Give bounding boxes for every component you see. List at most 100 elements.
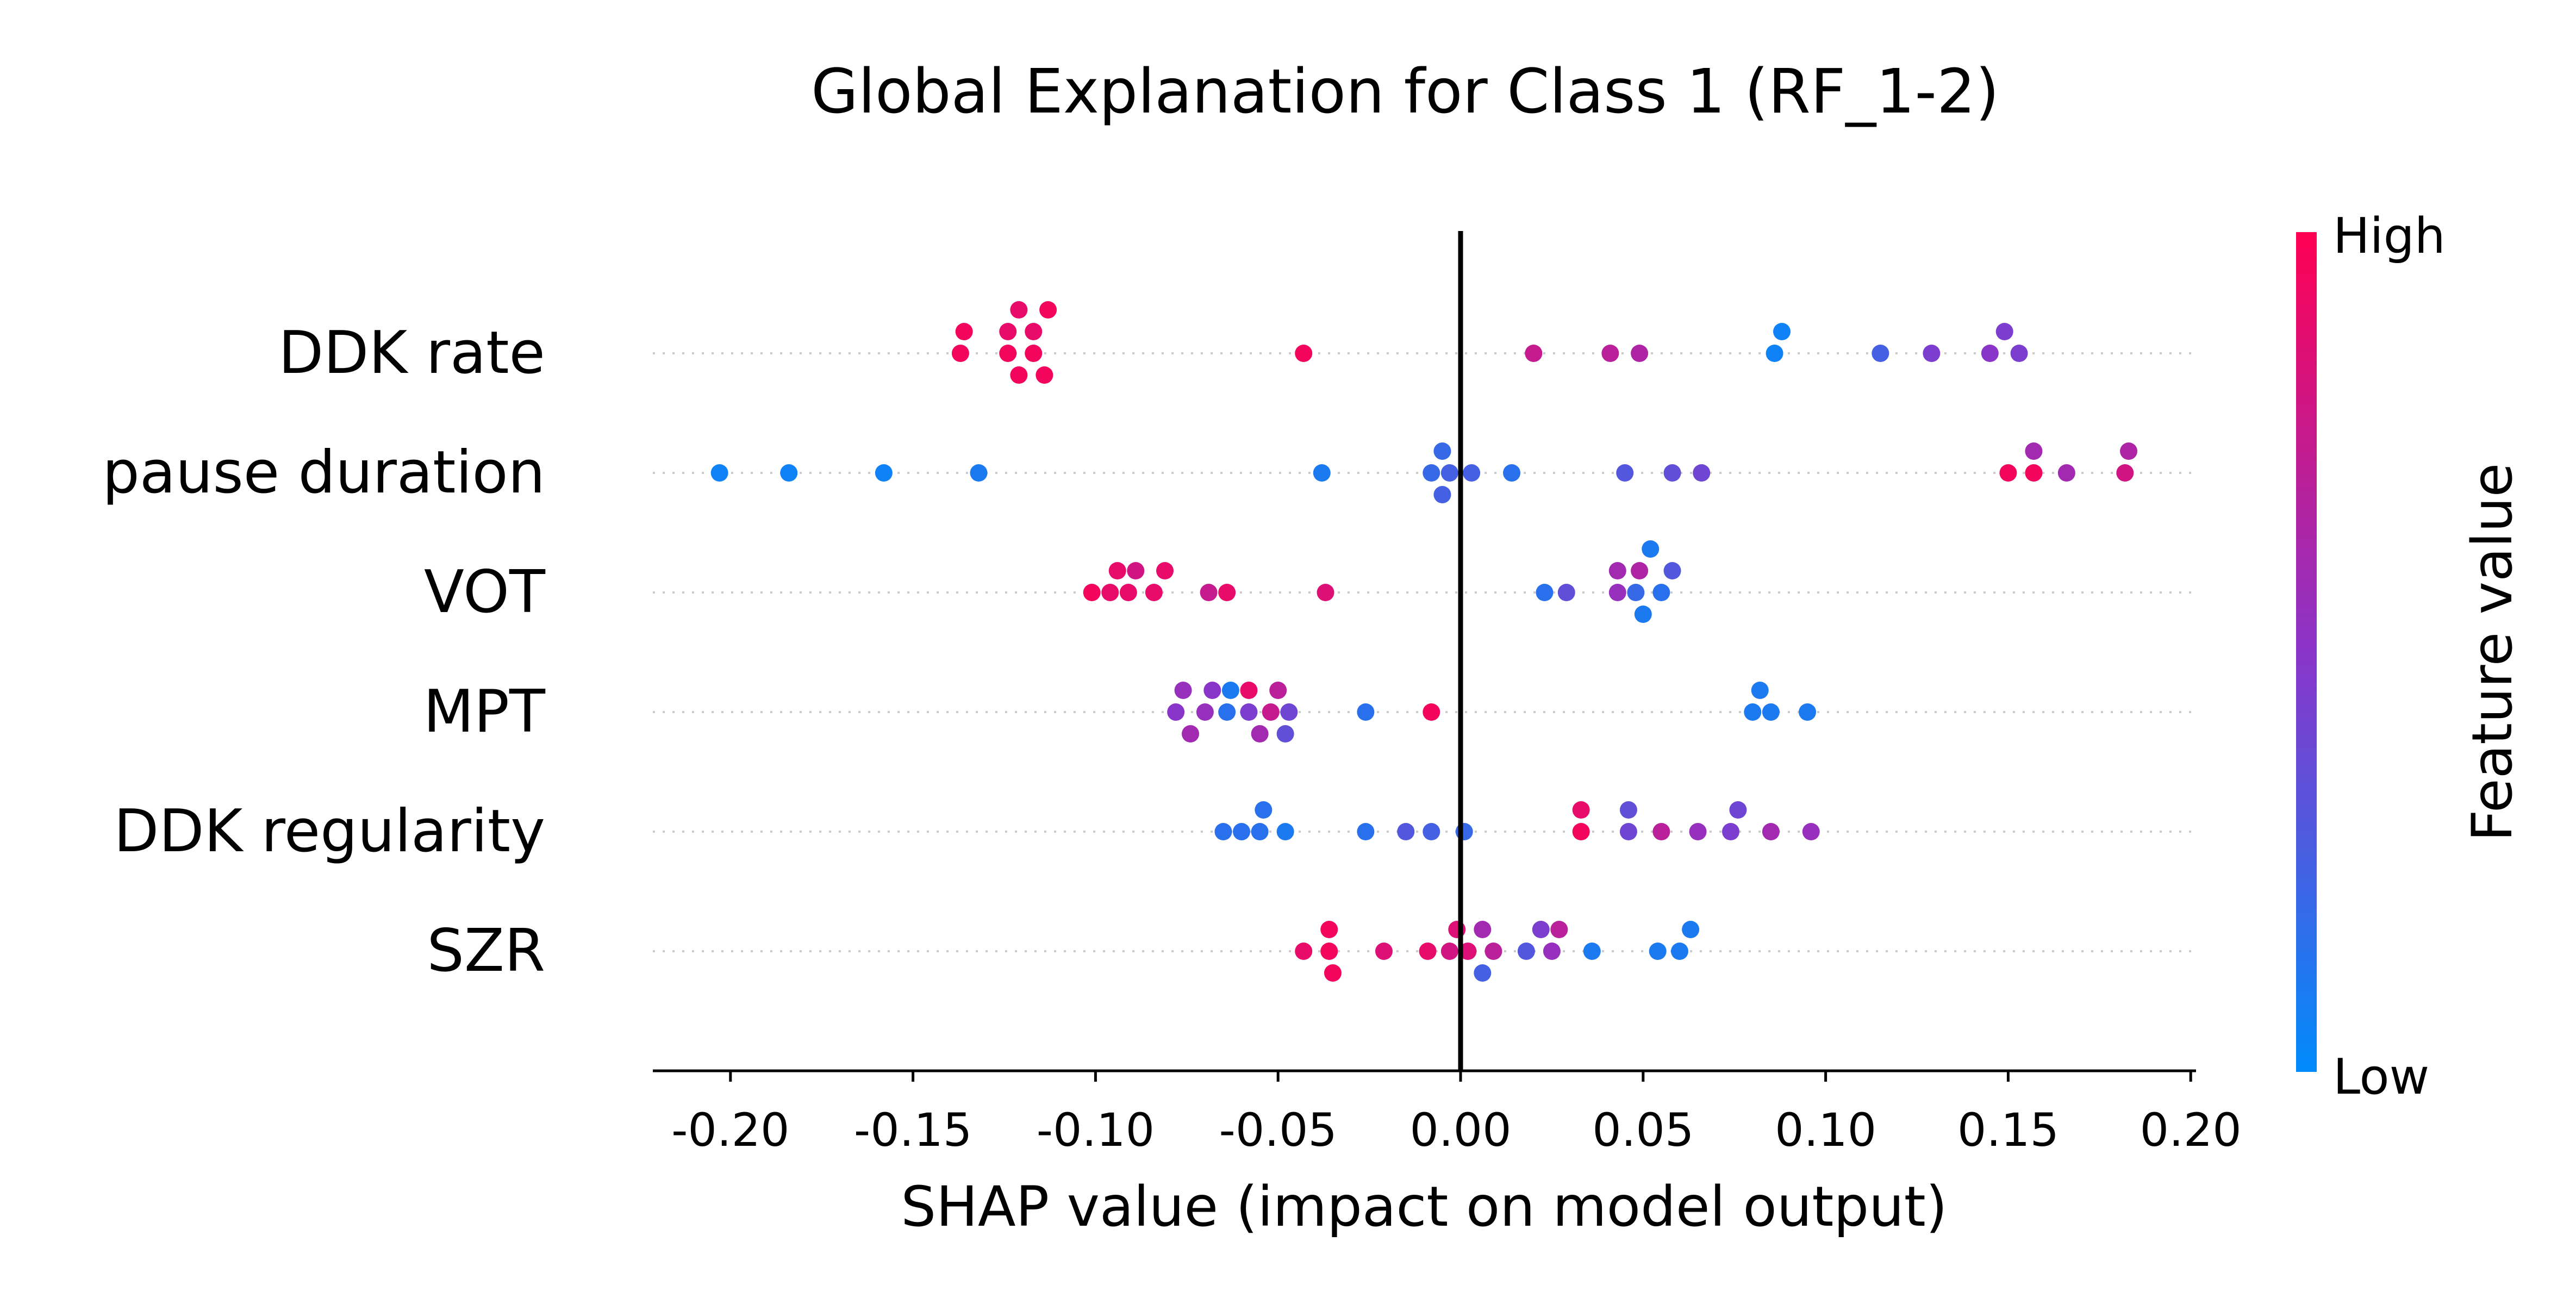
x-axis-ticks: -0.20 -0.15 -0.10 -0.05 0.00 0.05 0.10 0.15 0.20 — [671, 1071, 2242, 1157]
shap-point — [1693, 464, 1711, 482]
shap-point — [1182, 725, 1200, 743]
shap-point — [1240, 682, 1258, 699]
shap-point — [1751, 682, 1769, 699]
shap-point — [1119, 584, 1137, 601]
shap-point — [780, 464, 798, 482]
feature-row-guides — [653, 352, 2196, 952]
shap-point — [1634, 606, 1652, 623]
shap-point — [1608, 562, 1626, 579]
shap-point — [1663, 562, 1681, 579]
shap-point — [1762, 703, 1780, 721]
shap-point — [1255, 801, 1273, 819]
shap-point — [1463, 464, 1481, 482]
y-label-pause-duration: pause duration — [102, 439, 545, 507]
shap-point — [1631, 345, 1649, 362]
shap-point — [1269, 682, 1287, 699]
shap-point — [1744, 703, 1762, 721]
shap-point — [1280, 703, 1298, 721]
shap-point — [1320, 921, 1338, 938]
shap-point — [1127, 562, 1145, 579]
shap-point — [1536, 584, 1554, 601]
shap-point — [1649, 943, 1667, 960]
shap-point — [999, 323, 1017, 340]
shap-point — [1276, 725, 1294, 743]
shap-point — [1357, 703, 1375, 721]
chart-title: Global Explanation for Class 1 (RF_1-2) — [811, 57, 1999, 127]
shap-point — [1689, 823, 1707, 840]
colorbar — [2296, 232, 2317, 1072]
colorbar-high-label: High — [2333, 208, 2446, 265]
shap-point — [1550, 921, 1568, 938]
y-label-vot: VOT — [424, 558, 546, 626]
shap-point — [1423, 703, 1440, 721]
shap-point — [1525, 345, 1543, 362]
shap-point — [1174, 682, 1192, 699]
shap-point — [1642, 540, 1660, 558]
shap-point — [1440, 943, 1458, 960]
shap-point — [1652, 584, 1670, 601]
shap-point — [1101, 584, 1119, 601]
shap-point — [951, 345, 969, 362]
shap-point — [1039, 301, 1057, 319]
shap-point — [1485, 943, 1502, 960]
x-tick-label: -0.10 — [1037, 1103, 1155, 1157]
x-tick-label: -0.05 — [1219, 1103, 1337, 1157]
shap-point — [1025, 323, 1043, 340]
shap-point — [875, 464, 893, 482]
shap-point — [1214, 823, 1232, 840]
shap-point — [1503, 464, 1521, 482]
shap-point — [1423, 464, 1440, 482]
shap-point — [1433, 486, 1451, 503]
x-tick-label: -0.15 — [854, 1103, 972, 1157]
shap-point — [2120, 442, 2138, 460]
shap-point — [1276, 823, 1294, 840]
shap-point — [1083, 584, 1101, 601]
shap-point — [2025, 464, 2043, 482]
shap-point — [1295, 943, 1313, 960]
shap-point — [1627, 584, 1645, 601]
shap-point — [1459, 943, 1477, 960]
x-tick-label: 0.00 — [1409, 1103, 1511, 1157]
shap-point — [1433, 442, 1451, 460]
shap-point — [1010, 366, 1028, 384]
shap-point — [1474, 921, 1492, 938]
shap-point — [1240, 703, 1258, 721]
x-tick-label: 0.15 — [1957, 1103, 2059, 1157]
shap-point — [999, 345, 1017, 362]
shap-point — [1317, 584, 1334, 601]
shap-point — [1233, 823, 1251, 840]
y-label-szr: SZR — [427, 917, 545, 985]
shap-point — [1251, 823, 1269, 840]
shap-point — [1631, 562, 1649, 579]
shap-point — [1923, 345, 1941, 362]
shap-point — [1167, 703, 1185, 721]
x-tick-label: 0.20 — [2140, 1103, 2242, 1157]
colorbar-low-label: Low — [2333, 1049, 2429, 1106]
shap-point — [1799, 703, 1817, 721]
shap-point — [1766, 345, 1783, 362]
shap-point — [1397, 823, 1415, 840]
shap-point — [710, 464, 728, 482]
shap-point — [1572, 823, 1590, 840]
x-tick-label: 0.10 — [1775, 1103, 1876, 1157]
shap-point — [1203, 682, 1221, 699]
shap-point — [1682, 921, 1700, 938]
shap-point — [1251, 725, 1269, 743]
x-tick-label: 0.05 — [1592, 1103, 1694, 1157]
shap-point — [2057, 464, 2075, 482]
y-axis-labels: DDK rate pause duration VOT MPT DDK regulari… — [102, 319, 546, 985]
shap-point — [1557, 584, 1575, 601]
shap-point — [1583, 943, 1601, 960]
shap-point — [1616, 464, 1634, 482]
shap-point — [1218, 584, 1236, 601]
shap-point — [1295, 345, 1313, 362]
shap-point — [1423, 823, 1440, 840]
shap-point — [1218, 703, 1236, 721]
shap-point — [1608, 584, 1626, 601]
shap-point — [1722, 823, 1739, 840]
shap-point — [1802, 823, 1820, 840]
shap-point — [1517, 943, 1535, 960]
shap-point — [1670, 943, 1688, 960]
shap-point — [2116, 464, 2134, 482]
